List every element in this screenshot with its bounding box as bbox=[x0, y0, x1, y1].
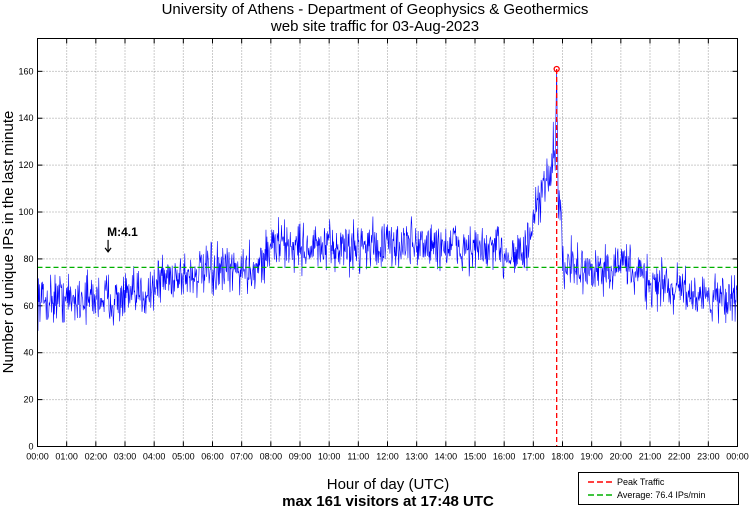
x-tick-label: 02:00 bbox=[85, 452, 108, 462]
y-tick-label: 160 bbox=[18, 66, 33, 76]
x-tick-label: 01:00 bbox=[55, 452, 78, 462]
x-tick-label: 14:00 bbox=[435, 452, 458, 462]
tick-labels: 00:00 01:00 02:00 03:00 04:00 05:00 06:00 07:00… bbox=[18, 66, 748, 461]
peak-marker bbox=[553, 65, 560, 73]
y-tick-label: 60 bbox=[23, 301, 33, 311]
y-tick-label: 120 bbox=[18, 160, 33, 170]
chart-title-line-1: University of Athens - Department of Geo… bbox=[162, 1, 589, 18]
x-tick-label: 00:00 bbox=[726, 452, 749, 462]
x-tick-label: 08:00 bbox=[260, 452, 283, 462]
x-tick-label: 03:00 bbox=[114, 452, 137, 462]
x-tick-label: 04:00 bbox=[143, 452, 166, 462]
x-tick-label: 13:00 bbox=[405, 452, 428, 462]
y-tick-label: 100 bbox=[18, 207, 33, 217]
x-tick-label: 07:00 bbox=[230, 452, 253, 462]
x-tick-label: 09:00 bbox=[289, 452, 312, 462]
chart-title-line-2: web site traffic for 03-Aug-2023 bbox=[270, 18, 479, 35]
x-tick-label: 19:00 bbox=[580, 452, 603, 462]
legend-label-average: Average: 76.4 IPs/min bbox=[617, 490, 705, 500]
x-tick-label: 12:00 bbox=[376, 452, 399, 462]
annotation-label: M:4.1 bbox=[107, 225, 138, 239]
x-tick-label: 11:00 bbox=[347, 452, 369, 462]
legend-box bbox=[578, 472, 739, 505]
x-axis-label: Hour of day (UTC) bbox=[327, 476, 450, 493]
x-tick-label: 22:00 bbox=[668, 452, 691, 462]
y-axis-label: Number of unique IPs in the last minute bbox=[0, 111, 17, 374]
x-tick-label: 20:00 bbox=[610, 452, 633, 462]
arrow-down-icon bbox=[104, 239, 112, 253]
x-tick-label: 21:00 bbox=[639, 452, 662, 462]
y-tick-label: 40 bbox=[23, 348, 33, 358]
x-tick-label: 18:00 bbox=[551, 452, 574, 462]
y-tick-label: 80 bbox=[23, 254, 33, 264]
y-tick-label: 140 bbox=[18, 113, 33, 123]
grid bbox=[37, 38, 738, 447]
legend-label-peak: Peak Traffic bbox=[617, 477, 665, 487]
x-tick-label: 15:00 bbox=[464, 452, 487, 462]
x-tick-label: 05:00 bbox=[172, 452, 195, 462]
legend: Peak Traffic Average: 76.4 IPs/min bbox=[578, 472, 739, 505]
x-tick-label: 00:00 bbox=[26, 452, 49, 462]
plot-frame bbox=[37, 38, 738, 447]
y-tick-label: 0 bbox=[28, 442, 33, 452]
annotation: M:4.1 bbox=[104, 225, 138, 253]
x-tick-label: 16:00 bbox=[493, 452, 516, 462]
x-tick-label: 10:00 bbox=[318, 452, 341, 462]
traffic-line bbox=[37, 68, 738, 331]
y-tick-label: 20 bbox=[23, 395, 33, 405]
x-tick-label: 23:00 bbox=[697, 452, 720, 462]
x-tick-label: 06:00 bbox=[201, 452, 224, 462]
series-layer bbox=[37, 65, 738, 447]
chart-subtitle: max 161 visitors at 17:48 UTC bbox=[282, 493, 494, 510]
x-tick-label: 17:00 bbox=[522, 452, 545, 462]
